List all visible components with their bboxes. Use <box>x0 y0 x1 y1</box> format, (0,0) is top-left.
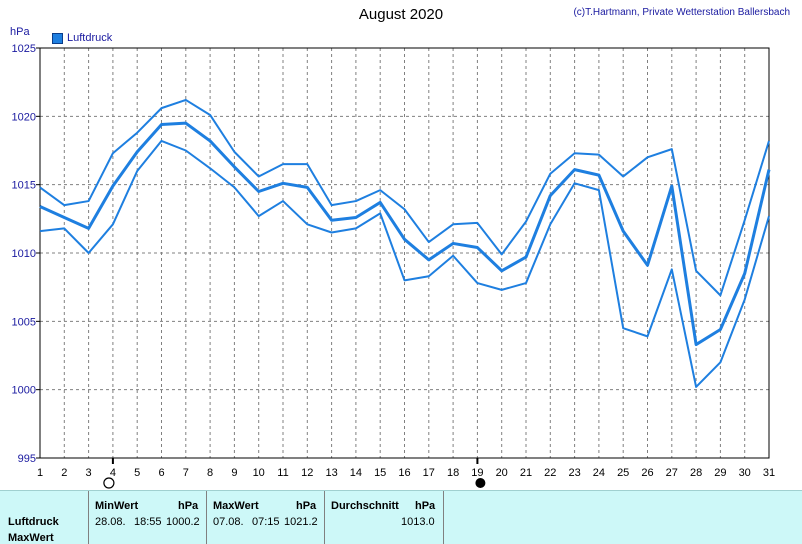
x-tick-label: 15 <box>374 467 386 479</box>
stats-panel: Luftdruck MaxWert MinWert hPa 28.08. 18:… <box>0 490 802 544</box>
x-tick-label: 9 <box>231 467 237 479</box>
x-tick-label: 16 <box>398 467 410 479</box>
y-tick-label: 1010 <box>12 248 36 260</box>
avg-value: 1013.0 <box>401 516 435 528</box>
copyright-notice: (c)T.Hartmann, Private Wetterstation Bal… <box>573 7 790 18</box>
min-value: 1000.2 <box>166 516 200 528</box>
stats-row-label-maxwert: MaxWert <box>8 532 54 544</box>
x-tick-label: 25 <box>617 467 629 479</box>
y-tick-label: 995 <box>18 453 36 465</box>
x-tick-label: 8 <box>207 467 213 479</box>
legend-label: Luftdruck <box>67 32 113 44</box>
min-time: 18:55 <box>134 516 162 528</box>
x-tick-label: 28 <box>690 467 702 479</box>
x-tick-label: 20 <box>496 467 508 479</box>
x-tick-label: 29 <box>714 467 726 479</box>
y-tick-label: 1025 <box>12 43 36 55</box>
x-tick-label: 3 <box>86 467 92 479</box>
max-date: 07.08. <box>213 516 244 528</box>
x-tick-label: 5 <box>134 467 140 479</box>
legend: Luftdruck <box>52 32 112 44</box>
x-tick-label: 26 <box>641 467 653 479</box>
x-tick-label: 17 <box>423 467 435 479</box>
max-header: MaxWert <box>213 500 259 512</box>
x-tick-label: 1 <box>37 467 43 479</box>
y-tick-label: 1000 <box>12 385 36 397</box>
x-tick-label: 21 <box>520 467 532 479</box>
stats-min-column: MinWert hPa 28.08. 18:55 1000.2 <box>88 491 207 544</box>
x-axis-ticks: 1 2 3 4 5 6 7 8 9 10 11 12 13 14 15 16 17 18 19 20 21 22 23 24 2… <box>37 467 775 479</box>
stats-avg-column: Durchschnitt hPa 1013.0 <box>324 491 444 544</box>
x-tick-label: 24 <box>593 467 605 479</box>
moon-markers <box>103 458 486 489</box>
x-tick-label: 7 <box>183 467 189 479</box>
x-tick-label: 27 <box>666 467 678 479</box>
series-line-min <box>39 139 770 388</box>
max-time: 07:15 <box>252 516 280 528</box>
series-line-max <box>39 98 770 297</box>
x-tick-label: 19 <box>471 467 483 479</box>
series-line-mean <box>39 121 771 347</box>
x-tick-label: 23 <box>568 467 580 479</box>
chart-title: August 2020 <box>358 6 444 23</box>
min-unit: hPa <box>178 500 199 512</box>
legend-swatch <box>52 32 63 44</box>
series-lines <box>39 98 771 388</box>
x-tick-label: 10 <box>253 467 265 479</box>
x-tick-label: 6 <box>158 467 164 479</box>
y-tick-label: 1005 <box>12 316 36 328</box>
y-tick-label: 1015 <box>12 180 36 192</box>
x-tick-label: 30 <box>739 467 751 479</box>
max-value: 1021.2 <box>284 516 318 528</box>
x-tick-label: 31 <box>763 467 775 479</box>
x-tick-label: 4 <box>110 467 116 479</box>
y-tick-label: 1020 <box>12 111 36 123</box>
x-tick-label: 18 <box>447 467 459 479</box>
x-tick-label: 2 <box>61 467 67 479</box>
x-tick-label: 22 <box>544 467 556 479</box>
x-tick-label: 12 <box>301 467 313 479</box>
max-unit: hPa <box>296 500 317 512</box>
y-axis-ticks: 995 1000 1005 1010 1015 1020 1025 <box>12 43 40 465</box>
full-moon-icon <box>103 477 115 489</box>
avg-header: Durchschnitt <box>331 500 399 512</box>
min-header: MinWert <box>95 500 139 512</box>
x-tick-label: 14 <box>350 467 362 479</box>
x-tick-label: 11 <box>277 467 288 479</box>
min-date: 28.08. <box>95 516 126 528</box>
x-tick-label: 13 <box>325 467 337 479</box>
stats-max-column: MaxWert hPa 07.08. 07:15 1021.2 <box>206 491 325 544</box>
y-axis-unit: hPa <box>10 26 30 38</box>
grid-lines <box>40 48 769 458</box>
new-moon-icon <box>475 478 486 488</box>
avg-unit: hPa <box>415 500 436 512</box>
stats-row-label-luftdruck: Luftdruck <box>8 516 59 528</box>
